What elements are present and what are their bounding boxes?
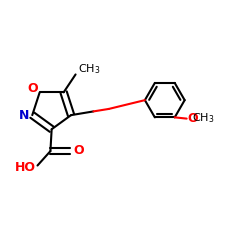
Text: N: N (19, 110, 30, 122)
Text: HO: HO (14, 160, 36, 173)
Text: CH$_3$: CH$_3$ (192, 111, 214, 125)
Text: O: O (73, 144, 84, 157)
Text: O: O (28, 82, 38, 95)
Text: O: O (188, 112, 198, 124)
Text: CH$_3$: CH$_3$ (78, 62, 100, 76)
